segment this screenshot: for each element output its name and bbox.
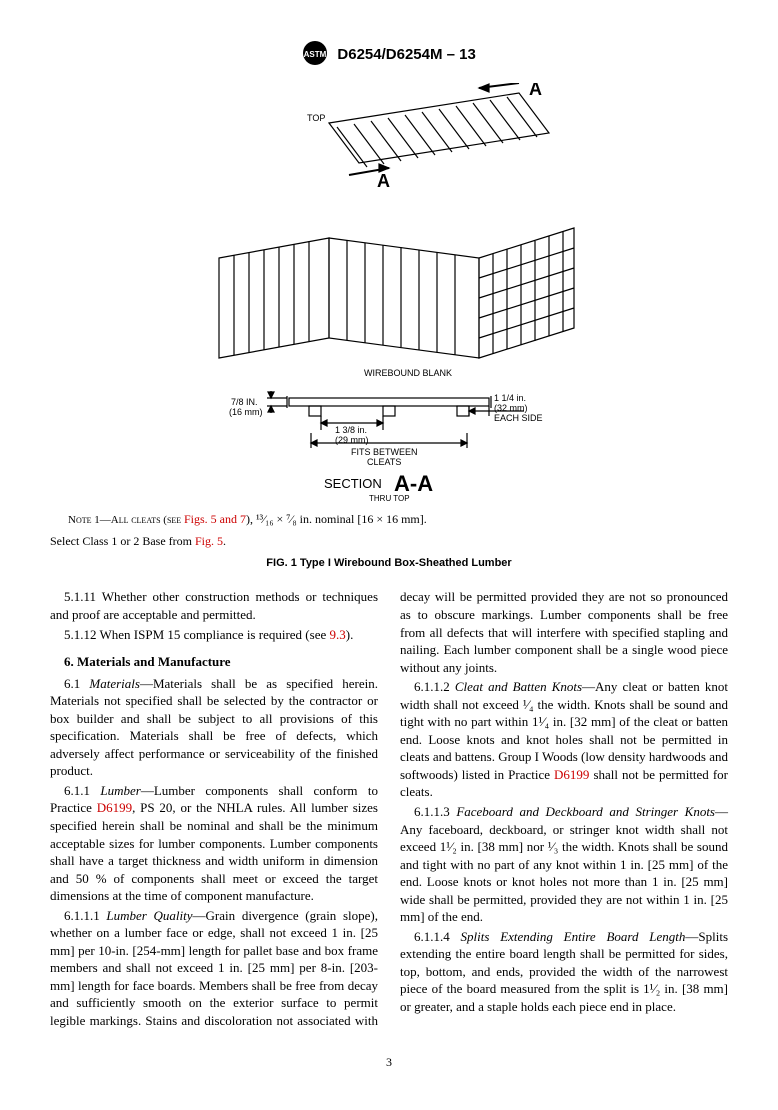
fits2: CLEATS xyxy=(367,457,401,467)
dim-left: 7/8 IN. xyxy=(231,397,258,407)
fits1: FITS BETWEEN xyxy=(351,447,418,457)
note2-suffix: . xyxy=(223,534,226,548)
figure-caption: FIG. 1 Type I Wirebound Box-Sheathed Lum… xyxy=(50,556,728,571)
dim-left-mm: (16 mm) xyxy=(229,407,263,417)
dim-right: 1 1/4 in. xyxy=(494,393,526,403)
label-a1: A xyxy=(529,83,542,99)
p-6-1-1-3: 6.1.1.3 Faceboard and Deckboard and Stri… xyxy=(400,803,728,926)
figure-svg: A A TOP WIREBOUND BLANK xyxy=(179,83,599,503)
ref-d6199-b[interactable]: D6199 xyxy=(554,767,589,782)
figure-1: A A TOP WIREBOUND BLANK xyxy=(50,83,728,503)
p-6-1: 6.1 Materials—Materials shall be as spec… xyxy=(50,675,378,780)
note2-prefix: Select Class 1 or 2 Base from xyxy=(50,534,195,548)
label-a2: A xyxy=(377,171,390,191)
designation: D6254/D6254M – 13 xyxy=(337,46,475,63)
note2-ref[interactable]: Fig. 5 xyxy=(195,534,223,548)
ref-d6199-a[interactable]: D6199 xyxy=(97,800,132,815)
section-label: SECTION xyxy=(324,476,382,491)
note-ref[interactable]: Figs. 5 and 7 xyxy=(184,512,246,526)
dim-mid: 1 3/8 in. xyxy=(335,425,367,435)
body-columns: 5.1.11 Whether other construction method… xyxy=(50,588,728,1029)
p-5-1-11: 5.1.11 Whether other construction method… xyxy=(50,588,378,623)
figure-note-2: Select Class 1 or 2 Base from Fig. 5. xyxy=(50,533,728,549)
page-number: 3 xyxy=(50,1054,728,1070)
ref-9-3[interactable]: 9.3 xyxy=(329,627,345,642)
p-6-1-1: 6.1.1 Lumber—Lumber components shall con… xyxy=(50,782,378,905)
note-prefix: Note 1—All cleats (see xyxy=(68,514,184,526)
note-suffix: ), ¹³⁄₁₆ × ⁷⁄₈ in. nominal [16 × 16 mm]. xyxy=(246,512,427,526)
section-6-heading: 6. Materials and Manufacture xyxy=(50,653,378,671)
page-header: ASTM D6254/D6254M – 13 xyxy=(50,40,728,71)
label-wirebound: WIREBOUND BLANK xyxy=(364,368,452,378)
thru-label: THRU TOP xyxy=(369,494,410,503)
label-top: TOP xyxy=(307,113,325,123)
dim-right2: EACH SIDE xyxy=(494,413,543,423)
aa-label: A-A xyxy=(394,471,433,496)
figure-note-1: Note 1—All cleats (see Figs. 5 and 7), ¹… xyxy=(50,511,728,528)
p-6-1-1-2: 6.1.1.2 Cleat and Batten Knots—Any cleat… xyxy=(400,678,728,801)
dim-right-mm: (32 mm) xyxy=(494,403,528,413)
p-6-1-1-4: 6.1.1.4 Splits Extending Entire Board Le… xyxy=(400,928,728,1016)
astm-logo-icon: ASTM xyxy=(302,40,328,71)
p-5-1-12: 5.1.12 When ISPM 15 compliance is requir… xyxy=(50,626,378,644)
dim-mid-mm: (29 mm) xyxy=(335,435,369,445)
svg-text:ASTM: ASTM xyxy=(304,50,327,59)
